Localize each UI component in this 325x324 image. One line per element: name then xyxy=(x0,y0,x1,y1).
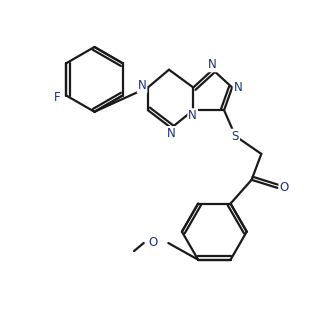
Text: N: N xyxy=(188,109,197,122)
Text: O: O xyxy=(280,181,289,194)
Text: F: F xyxy=(54,91,61,104)
Text: N: N xyxy=(138,79,147,92)
Text: O: O xyxy=(149,237,158,249)
Text: N: N xyxy=(167,127,176,140)
Text: N: N xyxy=(208,58,217,71)
Text: S: S xyxy=(232,130,239,143)
Text: N: N xyxy=(234,81,242,94)
